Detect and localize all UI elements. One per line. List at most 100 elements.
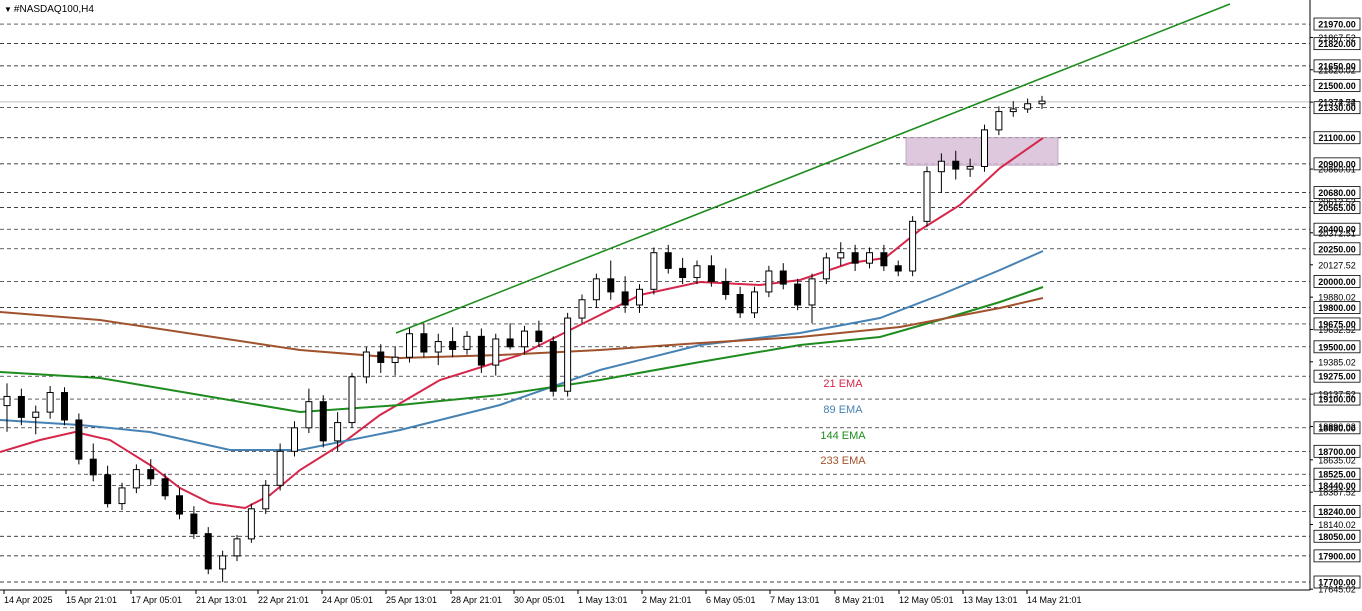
candle-body bbox=[707, 265, 715, 282]
candle-body bbox=[621, 291, 629, 306]
price-level-box bbox=[1313, 392, 1361, 406]
candle-body bbox=[1038, 100, 1046, 105]
price-level-label: 21820.00 bbox=[1318, 39, 1356, 49]
price-level-label: 18440.00 bbox=[1318, 481, 1356, 491]
price-level-box bbox=[1313, 317, 1361, 331]
trend-line[interactable] bbox=[395, 3, 1231, 334]
candle-body bbox=[751, 291, 758, 314]
candle-body bbox=[995, 111, 1003, 131]
candle-body bbox=[334, 422, 342, 442]
time-tick-label: 14 Apr 2025 bbox=[4, 595, 53, 605]
candle-body bbox=[549, 341, 557, 392]
price-tick-label: 17645.02 bbox=[1318, 585, 1356, 595]
candle-body bbox=[377, 351, 385, 363]
candle-body bbox=[506, 338, 514, 348]
candle-body bbox=[592, 278, 600, 301]
candle-body bbox=[636, 288, 643, 306]
candle-body bbox=[607, 278, 615, 293]
candle-body bbox=[822, 257, 830, 280]
price-tick-label: 20127.52 bbox=[1318, 260, 1356, 270]
time-tick-label: 8 May 21:01 bbox=[835, 595, 885, 605]
price-tick-label: 18140.02 bbox=[1318, 520, 1356, 530]
candle-body bbox=[61, 392, 68, 421]
candle-body bbox=[118, 487, 126, 505]
price-level-label: 21650.00 bbox=[1318, 61, 1356, 71]
price-level-label: 21330.00 bbox=[1318, 103, 1356, 113]
candle-body bbox=[348, 376, 356, 424]
candle-body bbox=[176, 495, 183, 515]
price-level-box bbox=[1313, 549, 1361, 563]
price-level-label: 20400.00 bbox=[1318, 225, 1356, 235]
price-level-label: 19100.00 bbox=[1318, 395, 1356, 405]
candle-body bbox=[46, 392, 54, 413]
price-level-box bbox=[1313, 37, 1361, 51]
price-tick-label: 19632.52 bbox=[1318, 325, 1356, 335]
candle-body bbox=[17, 395, 25, 418]
indicator-legend-label: 21 EMA bbox=[823, 378, 863, 390]
candle-body bbox=[262, 484, 270, 510]
price-tick-label: 21372.52 bbox=[1318, 98, 1356, 108]
price-level-box bbox=[1313, 242, 1361, 256]
time-tick-label: 25 Apr 13:01 bbox=[386, 595, 437, 605]
candle-body bbox=[736, 294, 744, 314]
candle-body bbox=[909, 220, 917, 272]
candle-body bbox=[233, 538, 241, 557]
time-tick-label: 22 Apr 21:01 bbox=[258, 595, 309, 605]
time-tick-label: 17 Apr 05:01 bbox=[131, 595, 182, 605]
candles bbox=[3, 95, 1046, 582]
price-tick-label: 18635.02 bbox=[1318, 455, 1356, 465]
price-level-label: 19275.00 bbox=[1318, 372, 1356, 382]
price-level-box bbox=[1313, 157, 1361, 171]
price-level-box bbox=[1313, 529, 1361, 543]
price-level-label: 18240.00 bbox=[1318, 507, 1356, 517]
ema-line bbox=[0, 250, 1044, 451]
candle-body bbox=[449, 341, 457, 350]
candle-body bbox=[492, 338, 500, 366]
price-level-box bbox=[1313, 301, 1361, 314]
candle-body bbox=[362, 351, 370, 378]
price-level-box bbox=[1313, 340, 1361, 354]
current-price-label: 21374.74 bbox=[1318, 97, 1356, 107]
price-level-box bbox=[1313, 222, 1361, 236]
chart-title-text: #NASDAQ100,H4 bbox=[13, 4, 94, 15]
candle-body bbox=[291, 427, 298, 452]
price-level-label: 21970.00 bbox=[1318, 20, 1356, 30]
candle-body bbox=[89, 458, 97, 476]
price-level-box bbox=[1313, 275, 1361, 288]
candle-body bbox=[650, 252, 658, 290]
price-tick-label: 19137.52 bbox=[1318, 390, 1356, 400]
candle-body bbox=[693, 265, 701, 279]
candle-body bbox=[722, 280, 730, 296]
price-level-box bbox=[1313, 131, 1361, 145]
indicator-legend-label: 233 EMA bbox=[820, 455, 866, 467]
grid-lines bbox=[0, 23, 1310, 583]
candle-body bbox=[937, 160, 945, 173]
price-tick-label: 20612.52 bbox=[1318, 197, 1356, 207]
price-level-box bbox=[1313, 444, 1361, 458]
candle-body bbox=[305, 401, 313, 429]
time-tick-label: 30 Apr 05:01 bbox=[514, 595, 565, 605]
candle-body bbox=[837, 252, 845, 259]
collapse-triangle-icon[interactable]: ▼ bbox=[4, 5, 12, 14]
price-level-label: 19675.00 bbox=[1318, 319, 1356, 329]
candle-body bbox=[319, 401, 327, 442]
price-tick-label: 20372.51 bbox=[1318, 228, 1356, 238]
candle-body bbox=[535, 330, 543, 343]
candle-body bbox=[808, 278, 816, 306]
candle-body bbox=[564, 317, 572, 392]
price-level-label: 18880.00 bbox=[1318, 423, 1356, 433]
indicator-lines bbox=[0, 137, 1044, 510]
candle-body bbox=[3, 395, 11, 407]
candle-body bbox=[894, 265, 902, 272]
time-tick-label: 21 Apr 13:01 bbox=[196, 595, 247, 605]
price-level-label: 21100.00 bbox=[1318, 133, 1355, 143]
ema-line bbox=[0, 137, 1044, 510]
candle-body bbox=[880, 252, 888, 267]
candle-body bbox=[477, 335, 485, 366]
ema-line bbox=[0, 286, 1044, 414]
candle-body bbox=[794, 283, 802, 306]
candle-body bbox=[391, 356, 399, 363]
price-level-label: 17700.00 bbox=[1318, 578, 1356, 588]
price-tick-label: 21620.02 bbox=[1318, 65, 1356, 75]
